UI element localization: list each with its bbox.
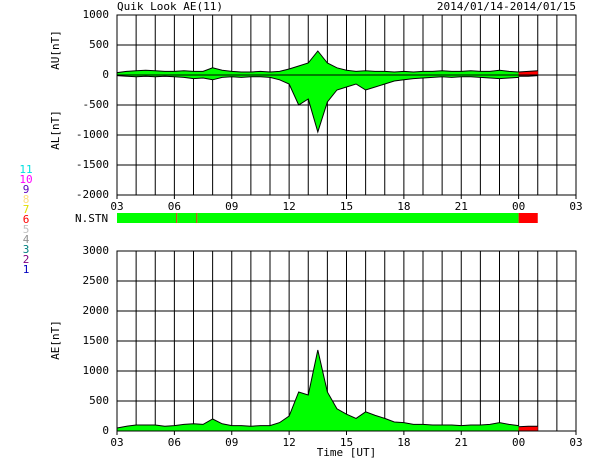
station-segment bbox=[117, 213, 177, 223]
y-tick-label: -500 bbox=[83, 98, 110, 111]
line bbox=[116, 349, 519, 429]
station-segment bbox=[197, 213, 519, 223]
line bbox=[518, 70, 538, 73]
station-bar-label: N.STN bbox=[75, 212, 108, 225]
y-axis-label: AU[nT] bbox=[49, 30, 62, 70]
station-legend-label: 4 bbox=[23, 233, 30, 246]
y-tick-label: 2500 bbox=[83, 274, 110, 287]
station-legend-label: 10 bbox=[19, 173, 32, 186]
x-tick-label: 03 bbox=[569, 436, 582, 449]
x-tick-label: 21 bbox=[455, 436, 468, 449]
area bbox=[117, 350, 519, 431]
y-tick-label: -2000 bbox=[76, 188, 109, 201]
date-range: 2014/01/14-2014/01/15 bbox=[437, 0, 576, 13]
plot-frame bbox=[116, 250, 577, 432]
area bbox=[518, 426, 538, 431]
y-tick-label: 0 bbox=[102, 68, 109, 81]
y-tick-label: 500 bbox=[89, 38, 109, 51]
y-axis-label: AL[nT] bbox=[49, 110, 62, 150]
station-segment bbox=[518, 213, 538, 223]
line bbox=[116, 50, 519, 74]
x-tick-label: 18 bbox=[397, 436, 410, 449]
y-tick-label: 500 bbox=[89, 394, 109, 407]
x-tick-label: 00 bbox=[512, 200, 525, 213]
y-axis-label: AE[nT] bbox=[49, 320, 62, 360]
station-legend-label: 3 bbox=[23, 243, 30, 256]
station-legend-label: 8 bbox=[23, 193, 30, 206]
line bbox=[518, 425, 538, 428]
station-legend-label: 7 bbox=[23, 203, 30, 216]
x-tick-label: 15 bbox=[340, 200, 353, 213]
x-axis-label: Time [UT] bbox=[317, 446, 377, 459]
x-tick-label: 21 bbox=[455, 200, 468, 213]
x-tick-label: 09 bbox=[225, 436, 238, 449]
x-tick-label: 18 bbox=[397, 200, 410, 213]
y-tick-label: 1000 bbox=[83, 8, 110, 21]
y-tick-label: 1000 bbox=[83, 364, 110, 377]
x-tick-label: 09 bbox=[225, 200, 238, 213]
station-segment bbox=[176, 213, 178, 223]
station-legend-label: 5 bbox=[23, 223, 30, 236]
x-tick-label: 15 bbox=[340, 436, 353, 449]
x-tick-label: 03 bbox=[110, 200, 123, 213]
chart-title: Quik Look AE(11) bbox=[117, 0, 223, 13]
station-segment bbox=[196, 213, 198, 223]
y-tick-label: -1000 bbox=[76, 128, 109, 141]
x-tick-label: 03 bbox=[569, 200, 582, 213]
y-tick-label: 2000 bbox=[83, 304, 110, 317]
plot-frame bbox=[116, 14, 577, 196]
x-tick-label: 06 bbox=[168, 200, 181, 213]
line bbox=[116, 75, 519, 134]
line bbox=[518, 75, 538, 77]
station-legend-label: 2 bbox=[23, 253, 30, 266]
x-tick-label: 12 bbox=[283, 436, 296, 449]
station-legend-label: 11 bbox=[19, 163, 32, 176]
x-tick-label: 03 bbox=[110, 436, 123, 449]
x-tick-label: 00 bbox=[512, 436, 525, 449]
area bbox=[117, 75, 519, 132]
station-legend-label: 9 bbox=[23, 183, 30, 196]
x-tick-label: 06 bbox=[168, 436, 181, 449]
station-segment bbox=[177, 213, 197, 223]
y-tick-label: 1500 bbox=[83, 334, 110, 347]
station-legend-label: 6 bbox=[23, 213, 30, 226]
y-tick-label: -1500 bbox=[76, 158, 109, 171]
y-tick-label: 0 bbox=[102, 424, 109, 437]
x-tick-label: 12 bbox=[283, 200, 296, 213]
y-tick-label: 3000 bbox=[83, 244, 110, 257]
station-legend-label: 1 bbox=[23, 263, 30, 276]
